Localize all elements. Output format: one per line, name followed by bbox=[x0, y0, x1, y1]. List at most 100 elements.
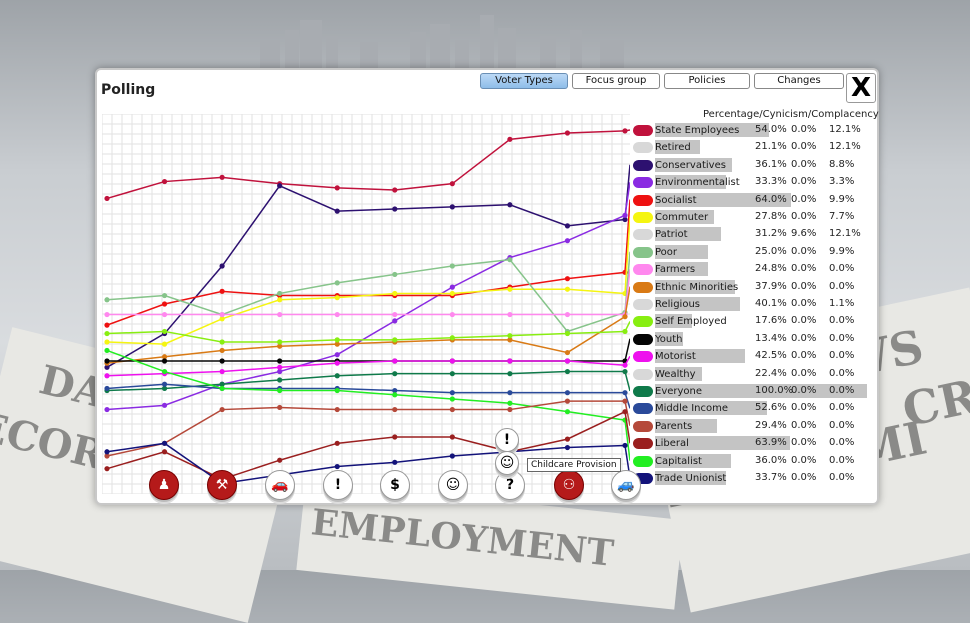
group-complacency: 7.7% bbox=[829, 211, 855, 222]
data-point-poor bbox=[392, 271, 398, 278]
legend-connector-commuter bbox=[624, 216, 630, 294]
baby-icon[interactable]: ☺ bbox=[495, 451, 519, 475]
group-percentage: 36.0% bbox=[755, 454, 787, 466]
data-point-socialist bbox=[564, 276, 571, 282]
tab-focus-group[interactable]: Focus group bbox=[572, 73, 660, 89]
group-name: Patriot bbox=[655, 229, 688, 241]
data-point-capitalist bbox=[564, 409, 571, 415]
theatre-masks-icon[interactable]: ☺ bbox=[438, 470, 468, 500]
group-cynicism: 0.0% bbox=[791, 419, 817, 431]
legend-row-environmentalist[interactable]: Environmentalist 33.3% 0.0% 3.3% bbox=[633, 173, 869, 190]
data-point-self-employed bbox=[104, 330, 110, 337]
worker-icon[interactable]: ⚒ bbox=[207, 470, 237, 500]
group-complacency: 0.0% bbox=[829, 419, 855, 431]
data-point-motorist bbox=[449, 358, 455, 364]
tab-voter-types[interactable]: Voter Types bbox=[480, 73, 568, 89]
legend-row-state-employees[interactable]: State Employees 54.0% 0.0% 12.1% bbox=[633, 121, 869, 138]
legend-row-liberal[interactable]: Liberal 63.9% 0.0% 0.0% bbox=[633, 434, 869, 451]
legend-row-retired[interactable]: Retired 21.1% 0.0% 12.1% bbox=[633, 138, 869, 155]
data-point-poor bbox=[104, 297, 110, 303]
legend-row-wealthy[interactable]: Wealthy 22.4% 0.0% 0.0% bbox=[633, 365, 869, 382]
tab-policies[interactable]: Policies bbox=[664, 73, 750, 89]
group-color-swatch bbox=[633, 368, 653, 380]
data-point-everyone bbox=[392, 371, 398, 377]
data-point-environmentalist bbox=[392, 318, 398, 324]
group-color-swatch bbox=[633, 403, 653, 415]
series-line-trade-unionist bbox=[106, 442, 626, 485]
data-point-trade-unionist bbox=[334, 463, 340, 470]
legend-row-commuter[interactable]: Commuter 27.8% 0.0% 7.7% bbox=[633, 208, 869, 225]
legend-row-poor[interactable]: Poor 25.0% 0.0% 9.9% bbox=[633, 243, 869, 260]
data-point-motorist bbox=[507, 358, 513, 364]
data-point-commuter bbox=[449, 290, 455, 297]
alert-stack-icon[interactable]: ! bbox=[495, 428, 519, 452]
legend-row-socialist[interactable]: Socialist 64.0% 0.0% 9.9% bbox=[633, 191, 869, 208]
data-point-middle-income bbox=[392, 387, 398, 394]
alert-icon[interactable]: ! bbox=[323, 470, 353, 500]
series-line-liberal bbox=[106, 410, 626, 481]
data-point-environmentalist bbox=[161, 402, 168, 408]
polling-window: Polling Voter Types Focus group Policies… bbox=[95, 68, 879, 505]
legend-row-religious[interactable]: Religious 40.1% 0.0% 1.1% bbox=[633, 295, 869, 312]
legend-connector-motorist bbox=[624, 355, 630, 366]
legend-row-middle-income[interactable]: Middle Income 52.6% 0.0% 0.0% bbox=[633, 399, 869, 416]
data-point-capitalist bbox=[277, 387, 283, 394]
data-point-liberal bbox=[104, 466, 110, 472]
question-icon[interactable]: ? bbox=[495, 470, 525, 500]
group-percentage: 33.7% bbox=[755, 472, 787, 483]
data-point-motorist bbox=[392, 358, 398, 364]
group-complacency: 8.8% bbox=[829, 158, 855, 170]
data-point-poor bbox=[507, 257, 513, 263]
data-point-everyone bbox=[161, 385, 168, 392]
data-point-liberal bbox=[564, 436, 571, 442]
legend-row-capitalist[interactable]: Capitalist 36.0% 0.0% 0.0% bbox=[633, 452, 869, 469]
people-red-icon[interactable]: ⚇ bbox=[554, 470, 584, 500]
group-complacency: 0.0% bbox=[829, 454, 855, 466]
percentage-bar bbox=[655, 436, 791, 451]
group-cynicism: 0.0% bbox=[791, 472, 817, 483]
percentage-bar bbox=[655, 157, 732, 172]
legend-connector-state-employees bbox=[624, 129, 630, 132]
legend-row-everyone[interactable]: Everyone 100.0% 0.0% 0.0% bbox=[633, 382, 869, 399]
group-complacency: 0.0% bbox=[829, 472, 855, 483]
group-complacency: 9.9% bbox=[829, 245, 855, 257]
group-percentage: 25.0% bbox=[755, 245, 787, 257]
budget-coins-icon[interactable]: ♟ bbox=[149, 470, 179, 500]
data-point-trade-unionist bbox=[161, 440, 168, 446]
legend-row-ethnic-minorities[interactable]: Ethnic Minorities 37.9% 0.0% 0.0% bbox=[633, 278, 869, 295]
legend-connector-self-employed bbox=[624, 321, 630, 332]
legend-row-motorist[interactable]: Motorist 42.5% 0.0% 0.0% bbox=[633, 347, 869, 364]
data-point-socialist bbox=[219, 288, 225, 294]
group-percentage: 40.1% bbox=[755, 298, 787, 309]
legend-row-trade-unionist[interactable]: Trade Unionist 33.7% 0.0% 0.0% bbox=[633, 469, 869, 486]
data-point-middle-income bbox=[449, 390, 455, 396]
tab-changes[interactable]: Changes bbox=[754, 73, 844, 89]
money-people-icon[interactable]: $ bbox=[380, 470, 410, 500]
data-point-self-employed bbox=[277, 339, 283, 345]
legend-row-farmers[interactable]: Farmers 24.8% 0.0% 0.0% bbox=[633, 260, 869, 277]
group-percentage: 31.2% bbox=[755, 228, 787, 240]
legend-row-parents[interactable]: Parents 29.4% 0.0% 0.0% bbox=[633, 417, 869, 434]
data-point-self-employed bbox=[392, 337, 398, 343]
car-icon[interactable]: 🚗 bbox=[265, 470, 295, 500]
data-point-ethnic-minorities bbox=[277, 343, 283, 349]
group-name: Trade Unionist bbox=[655, 473, 727, 484]
legend-row-youth[interactable]: Youth 13.4% 0.0% 0.0% bbox=[633, 330, 869, 347]
data-point-parents bbox=[507, 406, 513, 413]
close-button[interactable]: X bbox=[846, 73, 876, 103]
car2-icon[interactable]: 🚙 bbox=[611, 470, 641, 500]
group-color-swatch bbox=[633, 142, 653, 154]
group-percentage: 21.1% bbox=[755, 141, 787, 153]
group-percentage: 17.6% bbox=[755, 315, 787, 327]
group-color-swatch bbox=[633, 438, 653, 450]
legend-row-conservatives[interactable]: Conservatives 36.1% 0.0% 8.8% bbox=[633, 156, 869, 173]
data-point-motorist bbox=[219, 368, 225, 375]
group-cynicism: 0.0% bbox=[791, 124, 817, 135]
group-color-swatch bbox=[633, 386, 653, 397]
series-line-conservatives bbox=[106, 184, 626, 368]
data-point-capitalist bbox=[104, 347, 110, 354]
legend-row-patriot[interactable]: Patriot 31.2% 9.6% 12.1% bbox=[633, 225, 869, 242]
data-point-liberal bbox=[334, 440, 340, 446]
legend-row-self-employed[interactable]: Self Employed 17.6% 0.0% 0.0% bbox=[633, 312, 869, 329]
series-line-capitalist bbox=[106, 349, 626, 421]
